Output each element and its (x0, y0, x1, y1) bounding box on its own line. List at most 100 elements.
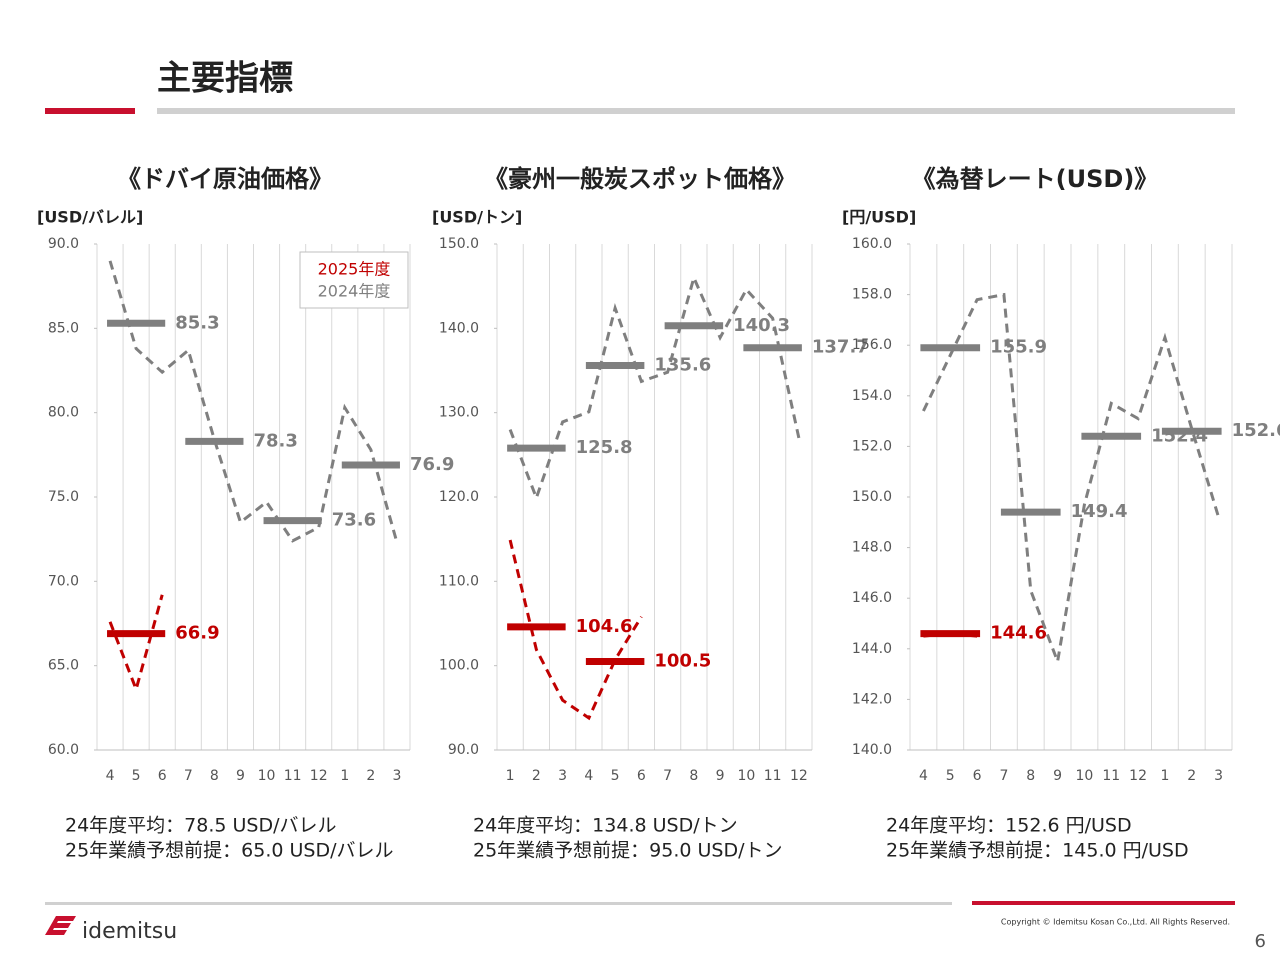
y-tick-label: 120.0 (439, 489, 479, 505)
y-tick-label: 85.0 (48, 320, 79, 336)
logo-mark (45, 916, 76, 935)
note: 24年度平均：78.5 USD/バレル (65, 815, 337, 837)
average-label: 104.6 (576, 616, 633, 637)
note: 25年業績予想前提：145.0 円/USD (886, 840, 1189, 862)
x-tick-label: 6 (637, 768, 646, 784)
x-tick-label: 8 (210, 768, 219, 784)
legend-entry: 2024年度 (318, 282, 391, 301)
note: 25年業績予想前提：65.0 USD/バレル (65, 840, 394, 862)
y-tick-label: 146.0 (852, 590, 892, 606)
y-tick-label: 156.0 (852, 337, 892, 353)
y-tick-label: 140.0 (439, 320, 479, 336)
series-line (922, 292, 1221, 668)
x-tick-label: 8 (1026, 768, 1035, 784)
average-label: 125.8 (576, 437, 633, 458)
x-tick-label: 11 (284, 768, 302, 784)
x-tick-label: 4 (106, 768, 115, 784)
y-tick-label: 110.0 (439, 573, 479, 589)
average-label: 137.7 (812, 337, 869, 358)
series-line (508, 539, 643, 721)
y-tick-label: 150.0 (439, 236, 479, 252)
slide-title: 主要指標 (157, 59, 293, 99)
x-tick-label: 9 (1053, 768, 1062, 784)
y-tick-label: 144.0 (852, 641, 892, 657)
y-tick-label: 75.0 (48, 489, 79, 505)
y-tick-label: 160.0 (852, 236, 892, 252)
y-tick-label: 142.0 (852, 691, 892, 707)
y-tick-label: 65.0 (48, 658, 79, 674)
y-tick-label: 90.0 (48, 236, 79, 252)
average-label: 78.3 (253, 430, 297, 451)
y-tick-label: 158.0 (852, 287, 892, 303)
series-line (108, 594, 164, 695)
x-tick-label: 3 (392, 768, 401, 784)
x-tick-label: 5 (946, 768, 955, 784)
x-tick-label: 2 (532, 768, 541, 784)
y-tick-label: 130.0 (439, 405, 479, 421)
y-tick-label: 70.0 (48, 573, 79, 589)
y-tick-label: 150.0 (852, 489, 892, 505)
axis-unit: [円/USD] (842, 208, 916, 227)
note: 24年度平均：152.6 円/USD (886, 815, 1132, 837)
average-label: 85.3 (175, 312, 219, 333)
x-tick-label: 11 (764, 768, 782, 784)
y-tick-label: 152.0 (852, 438, 892, 454)
x-tick-label: 8 (689, 768, 698, 784)
x-tick-label: 5 (132, 768, 141, 784)
average-label: 149.4 (1071, 501, 1128, 522)
chart-title: 《豪州一般炭スポット価格》 (484, 165, 796, 193)
x-tick-label: 3 (1214, 768, 1223, 784)
y-tick-label: 140.0 (852, 742, 892, 758)
x-tick-label: 4 (919, 768, 928, 784)
x-tick-label: 2 (1187, 768, 1196, 784)
accent-bar (45, 108, 135, 114)
copyright: Copyright © Idemitsu Kosan Co.,Ltd. All … (1001, 918, 1230, 927)
x-tick-label: 1 (506, 768, 515, 784)
average-label: 155.9 (990, 337, 1047, 358)
x-tick-label: 6 (973, 768, 982, 784)
average-label: 140.3 (733, 315, 790, 336)
y-tick-label: 148.0 (852, 540, 892, 556)
x-tick-label: 1 (340, 768, 349, 784)
average-label: 100.5 (654, 650, 711, 671)
x-tick-label: 12 (790, 768, 808, 784)
average-label: 144.6 (990, 623, 1047, 644)
x-tick-label: 7 (663, 768, 672, 784)
x-tick-label: 2 (366, 768, 375, 784)
average-label: 73.6 (332, 510, 376, 531)
x-tick-label: 10 (258, 768, 276, 784)
y-tick-label: 80.0 (48, 405, 79, 421)
chart-title: 《為替レート(USD)》 (912, 165, 1159, 193)
x-tick-label: 5 (611, 768, 620, 784)
x-tick-label: 3 (558, 768, 567, 784)
average-label: 152.6 (1232, 420, 1280, 441)
note: 25年業績予想前提：95.0 USD/トン (473, 840, 783, 862)
chart-title: 《ドバイ原油価格》 (117, 165, 333, 193)
logo: idemitsu (82, 919, 177, 944)
x-tick-label: 10 (1076, 768, 1094, 784)
legend-entry: 2025年度 (318, 260, 391, 279)
y-tick-label: 100.0 (439, 658, 479, 674)
y-tick-label: 154.0 (852, 388, 892, 404)
x-tick-label: 6 (158, 768, 167, 784)
x-tick-label: 7 (999, 768, 1008, 784)
series-line (508, 273, 801, 503)
x-tick-label: 1 (1160, 768, 1169, 784)
legend-box (299, 251, 409, 309)
footer-accent (972, 901, 1235, 905)
x-tick-label: 9 (716, 768, 725, 784)
x-tick-label: 12 (310, 768, 328, 784)
series-line (108, 260, 399, 543)
axis-unit: [USD/トン] (432, 208, 522, 227)
note: 24年度平均：134.8 USD/トン (473, 815, 738, 837)
average-label: 135.6 (654, 354, 711, 375)
footer-rule (45, 902, 952, 905)
axis-unit: [USD/バレル] (37, 208, 143, 227)
x-tick-label: 4 (584, 768, 593, 784)
x-tick-label: 11 (1102, 768, 1120, 784)
x-tick-label: 12 (1129, 768, 1147, 784)
x-tick-label: 9 (236, 768, 245, 784)
x-tick-label: 7 (184, 768, 193, 784)
average-label: 76.9 (410, 454, 454, 475)
